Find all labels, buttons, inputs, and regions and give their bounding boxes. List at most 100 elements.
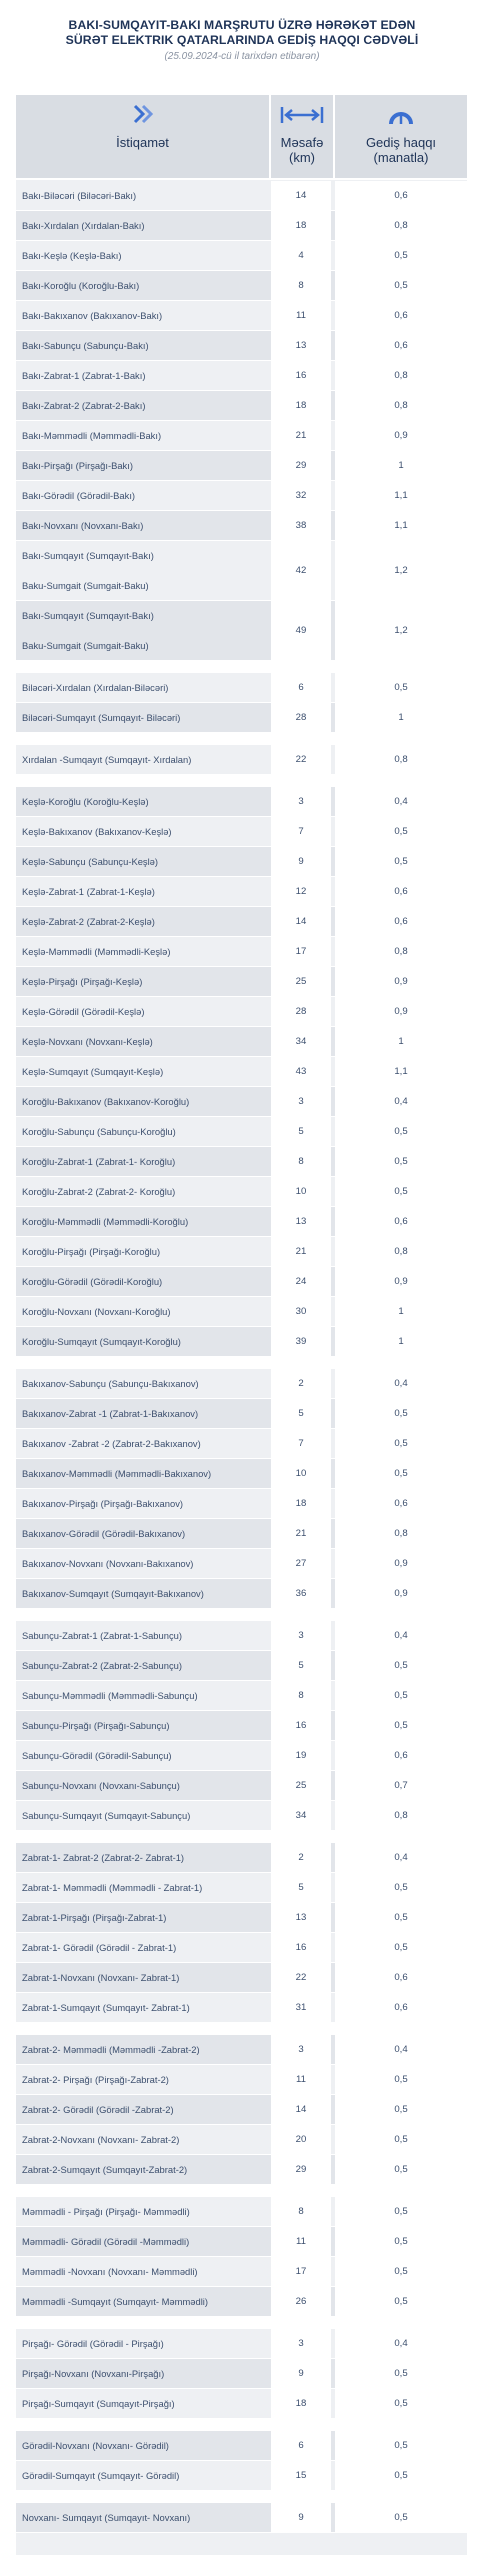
route-direction: Zabrat-1- Məmmədli (Məmmədli - Zabrat-1) <box>22 1873 267 1903</box>
route-name: Bakı-Sumqayıt (Sumqayıt-Bakı) <box>22 610 154 621</box>
route-direction: Bakı-Biləcəri (Biləcəri-Bakı) <box>22 181 267 211</box>
table-row: Bakıxanov-Görədil (Görədil-Bakıxanov) 21 0… <box>16 1519 467 1549</box>
title-line-2: SÜRƏT ELEKTRIK QATARLARINDA GEDİŞ HAQQI … <box>65 33 419 47</box>
route-name: Bakıxanov-Sabunçu (Sabunçu-Bakıxanov) <box>22 1378 199 1389</box>
table-row: Keşlə-Sabunçu (Sabunçu-Keşlə) 9 0,5 <box>16 847 467 877</box>
route-direction: Zabrat-1- Görədil (Görədil - Zabrat-1) <box>22 1933 267 1963</box>
route-direction: Sabunçu-Pirşağı (Pirşağı-Sabunçu) <box>22 1711 267 1741</box>
table-row: Məmmədli - Pirşağı (Pirşağı- Məmmədli) 8 0… <box>16 2197 467 2227</box>
distance-km: 31 <box>271 1993 331 2022</box>
distance-km: 10 <box>271 1177 331 1206</box>
route-direction: Novxanı- Sumqayıt (Sumqayıt- Novxanı) <box>22 2503 267 2533</box>
route-name: Novxanı- Sumqayıt (Sumqayıt- Novxanı) <box>22 2512 191 2523</box>
distance-km: 18 <box>271 1489 331 1518</box>
fare-manat: 0,4 <box>335 1843 467 1872</box>
route-name: Məmmədli -Novxanı (Novxanı- Məmmədli) <box>22 2266 198 2277</box>
route-name: Koroğlu-Sumqayıt (Sumqayıt-Koroğlu) <box>22 1336 181 1347</box>
route-direction: Sabunçu-Görədil (Görədil-Sabunçu) <box>22 1741 267 1771</box>
route-name: Sabunçu-Novxanı (Novxanı-Sabunçu) <box>22 1780 180 1791</box>
route-direction: Bakı-Keşlə (Keşlə-Bakı) <box>22 241 267 271</box>
table-row: Zabrat-1-Pirşağı (Pirşağı-Zabrat-1) 13 0,5 <box>16 1903 467 1933</box>
route-direction: Keşlə-Görədil (Görədil-Keşlə) <box>22 997 267 1027</box>
table-row: Bakıxanov-Novxanı (Novxanı-Bakıxanov) 27 0… <box>16 1549 467 1579</box>
route-name: Bakı-Pirşağı (Pirşağı-Bakı) <box>22 460 133 471</box>
route-name: Pirşağı-Novxanı (Novxanı-Pirşağı) <box>22 2368 165 2379</box>
route-direction: Keşlə-Zabrat-2 (Zabrat-2-Keşlə) <box>22 907 267 937</box>
route-name: Bakı-Sabunçu (Sabunçu-Bakı) <box>22 340 149 351</box>
fare-manat: 0,7 <box>335 1771 467 1800</box>
table-row: Keşlə-Görədil (Görədil-Keşlə) 28 0,9 <box>16 997 467 1027</box>
table-row: Koroğlu-Novxanı (Novxanı-Koroğlu) 30 1 <box>16 1297 467 1327</box>
table-row: Görədil-Novxanı (Novxanı- Görədil) 6 0,5 <box>16 2431 467 2461</box>
table-row: Bakı-Biləcəri (Biləcəri-Bakı) 14 0,6 <box>16 181 467 211</box>
fare-manat: 0,4 <box>335 1369 467 1398</box>
table-row: Bakıxanov-Məmmədli (Məmmədli-Bakıxanov) 1… <box>16 1459 467 1489</box>
fare-manat: 0,9 <box>335 421 467 450</box>
route-name: Sabunçu-Zabrat-1 (Zabrat-1-Sabunçu) <box>22 1630 182 1641</box>
table-row: Zabrat-2- Görədil (Görədil -Zabrat-2) 14 0… <box>16 2095 467 2125</box>
route-direction: Məmmədli- Görədil (Görədil -Məmmədli) <box>22 2227 267 2257</box>
fare-manat: 0,4 <box>335 787 467 816</box>
route-name: Keşlə-Sabunçu (Sabunçu-Keşlə) <box>22 856 159 867</box>
route-name: Məmmədli- Görədil (Görədil -Məmmədli) <box>22 2236 190 2247</box>
route-name: Görədil-Sumqayıt (Sumqayıt- Görədil) <box>22 2470 180 2481</box>
fare-manat: 1,1 <box>335 481 467 510</box>
route-name: Koroğlu-Pirşağı (Pirşağı-Koroğlu) <box>22 1246 161 1257</box>
distance-km: 3 <box>271 2329 331 2358</box>
direction-column-header: İstiqamət <box>16 95 269 178</box>
route-name: Zabrat-1- Zabrat-2 (Zabrat-2- Zabrat-1) <box>22 1852 185 1863</box>
fare-manat: 0,5 <box>335 2257 467 2286</box>
table-row: Zabrat-1-Sumqayıt (Sumqayıt- Zabrat-1) 31… <box>16 1993 467 2023</box>
distance-km: 21 <box>271 1237 331 1266</box>
route-direction: Zabrat-1-Novxanı (Novxanı- Zabrat-1) <box>22 1963 267 1993</box>
table-row: Koroğlu-Pirşağı (Pirşağı-Koroğlu) 21 0,8 <box>16 1237 467 1267</box>
table-row: Bakı-Bakıxanov (Bakıxanov-Bakı) 11 0,6 <box>16 301 467 331</box>
fare-manat: 0,5 <box>335 1651 467 1680</box>
fare-column-header: Gediş haqqı (manatla) <box>333 95 467 178</box>
table-row: Biləcəri-Sumqayıt (Sumqayıt- Biləcəri) 28… <box>16 703 467 733</box>
route-name: Xırdalan -Sumqayıt (Sumqayıt- Xırdalan) <box>22 754 192 765</box>
route-name: Keşlə-Pirşağı (Pirşağı-Keşlə) <box>22 976 143 987</box>
distance-km: 5 <box>271 1399 331 1428</box>
fare-manat: 0,5 <box>335 2227 467 2256</box>
fare-manat: 0,8 <box>335 1237 467 1266</box>
route-direction: Bakıxanov-Sumqayıt (Sumqayıt-Bakıxanov) <box>22 1579 267 1609</box>
distance-column-header: Məsafə (km) <box>269 95 333 178</box>
table-row: Zabrat-2- Pirşağı (Pirşağı-Zabrat-2) 11 0,… <box>16 2065 467 2095</box>
route-direction: Sabunçu-Novxanı (Novxanı-Sabunçu) <box>22 1771 267 1801</box>
route-direction: Koroğlu-Zabrat-1 (Zabrat-1- Koroğlu) <box>22 1147 267 1177</box>
fare-table: İstiqamət Məsafə (km) <box>16 95 467 2555</box>
fare-manat: 0,5 <box>335 271 467 300</box>
route-name: Bakıxanov -Zabrat -2 (Zabrat-2-Bakıxanov… <box>22 1438 201 1449</box>
table-row: Koroğlu-Zabrat-1 (Zabrat-1- Koroğlu) 8 0,5 <box>16 1147 467 1177</box>
route-direction: Zabrat-2-Novxanı (Novxanı- Zabrat-2) <box>22 2125 267 2155</box>
group-spacer <box>16 2023 467 2035</box>
distance-km: 18 <box>271 391 331 420</box>
route-direction: Bakı-Sumqayıt (Sumqayıt-Bakı) Baku-Sumgai… <box>22 601 267 661</box>
table-row: Koroğlu-Bakıxanov (Bakıxanov-Koroğlu) 3 0,… <box>16 1087 467 1117</box>
route-direction: Məmmədli -Novxanı (Novxanı- Məmmədli) <box>22 2257 267 2287</box>
route-direction: Keşlə-Zabrat-1 (Zabrat-1-Keşlə) <box>22 877 267 907</box>
group-spacer <box>16 661 467 673</box>
fare-manat: 0,4 <box>335 1087 467 1116</box>
fare-manat: 0,4 <box>335 1621 467 1650</box>
route-name: Zabrat-2- Görədil (Görədil -Zabrat-2) <box>22 2104 174 2115</box>
route-name: Bakıxanov-Zabrat -1 (Zabrat-1-Bakıxanov) <box>22 1408 199 1419</box>
distance-km: 13 <box>271 331 331 360</box>
route-direction: Koroğlu-Pirşağı (Pirşağı-Koroğlu) <box>22 1237 267 1267</box>
fare-manat: 0,5 <box>335 2125 467 2154</box>
route-name: Koroğlu-Bakıxanov (Bakıxanov-Koroğlu) <box>22 1096 190 1107</box>
route-direction: Bakıxanov-Pirşağı (Pirşağı-Bakıxanov) <box>22 1489 267 1519</box>
table-row: Görədil-Sumqayıt (Sumqayıt- Görədil) 15 0,… <box>16 2461 467 2491</box>
title-line-1: BAKI-SUMQAYIT-BAKI MARŞRUTU ÜZRƏ HƏRƏKƏT… <box>68 18 416 32</box>
route-direction: Bakı-Koroğlu (Koroğlu-Bakı) <box>22 271 267 301</box>
route-direction: Pirşağı- Görədil (Görədil - Pirşağı) <box>22 2329 267 2359</box>
distance-km: 12 <box>271 877 331 906</box>
table-row: Zabrat-2-Sumqayıt (Sumqayıt-Zabrat-2) 29 0… <box>16 2155 467 2185</box>
route-name: Bakı-Novxanı (Novxanı-Bakı) <box>22 520 144 531</box>
route-name: Bakıxanov-Görədil (Görədil-Bakıxanov) <box>22 1528 186 1539</box>
distance-km: 29 <box>271 2155 331 2184</box>
route-direction: Keşlə-Pirşağı (Pirşağı-Keşlə) <box>22 967 267 997</box>
route-name: Zabrat-1-Sumqayıt (Sumqayıt- Zabrat-1) <box>22 2002 190 2013</box>
route-name: Koroğlu-Novxanı (Novxanı-Koroğlu) <box>22 1306 171 1317</box>
